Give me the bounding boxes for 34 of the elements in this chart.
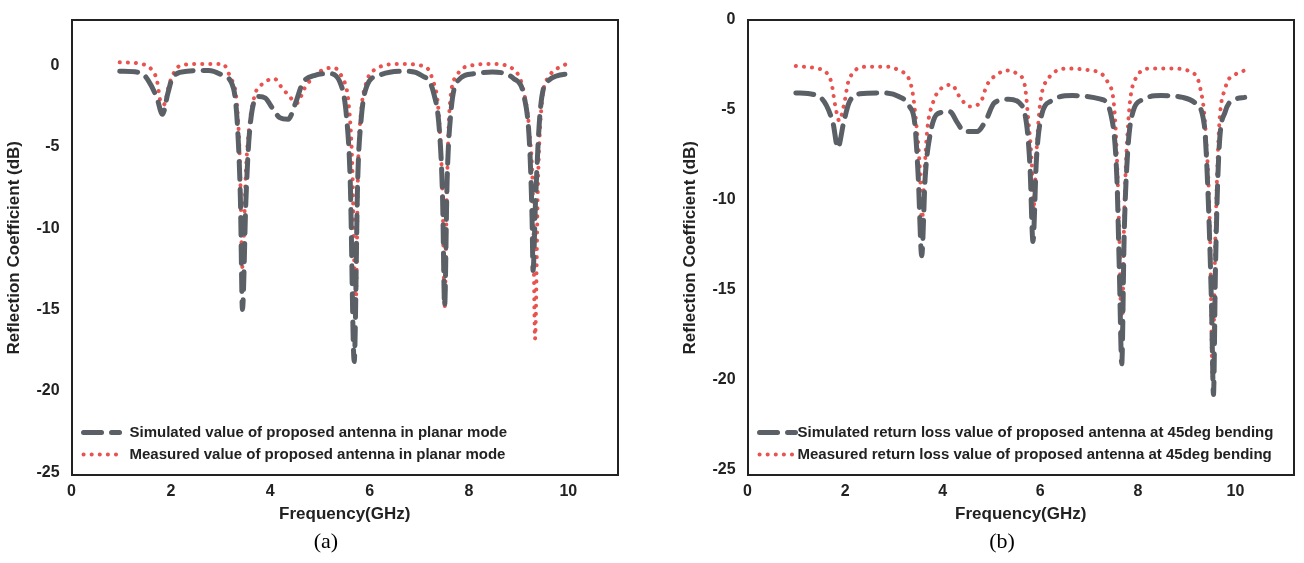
y-tick-label: -5 — [721, 100, 736, 118]
y-tick-label: -10 — [36, 218, 60, 236]
x-tick-label: 4 — [265, 482, 275, 500]
x-tick-label: 0 — [67, 482, 77, 500]
y-tick-label: 0 — [50, 55, 60, 73]
legend-label: Simulated return loss value of proposed antenna at 45deg bending — [797, 422, 1274, 440]
x-tick-label: 4 — [938, 482, 948, 500]
y-tick-label: -20 — [36, 381, 60, 399]
x-tick-label: 2 — [166, 482, 176, 500]
x-tick-label: 0 — [743, 482, 753, 500]
y-tick-label: -5 — [45, 137, 60, 155]
y-tick-label: -15 — [36, 299, 60, 317]
x-tick-label: 10 — [1226, 482, 1245, 500]
x-axis-title: Frequency(GHz) — [279, 504, 411, 524]
y-tick-label: -25 — [712, 460, 736, 478]
legend-label: Measured value of proposed antenna in planar mode — [129, 444, 506, 462]
y-tick-label: 0 — [726, 10, 736, 28]
x-axis-title: Frequency(GHz) — [955, 504, 1087, 524]
x-tick-label: 6 — [365, 482, 375, 500]
x-tick-label: 6 — [1035, 482, 1045, 500]
legend-label: Measured return loss value of proposed antenna at 45deg bending — [797, 444, 1272, 462]
y-tick-label: -20 — [712, 370, 736, 388]
y-axis-title: Reflection Coefficient (dB) — [3, 140, 23, 355]
x-tick-label: 10 — [559, 482, 578, 500]
x-tick-label: 2 — [840, 482, 850, 500]
y-tick-label: -15 — [712, 280, 736, 298]
y-axis-title: Reflection Coefficient (dB) — [679, 140, 699, 355]
text: (a) — [312, 528, 340, 554]
y-tick-label: -10 — [712, 190, 736, 208]
x-tick-label: 8 — [464, 482, 474, 500]
x-tick-label: 8 — [1133, 482, 1143, 500]
legend-label: Simulated value of proposed antenna in planar mode — [129, 422, 508, 440]
y-tick-label: -25 — [36, 462, 60, 480]
text: (b) — [988, 528, 1016, 554]
